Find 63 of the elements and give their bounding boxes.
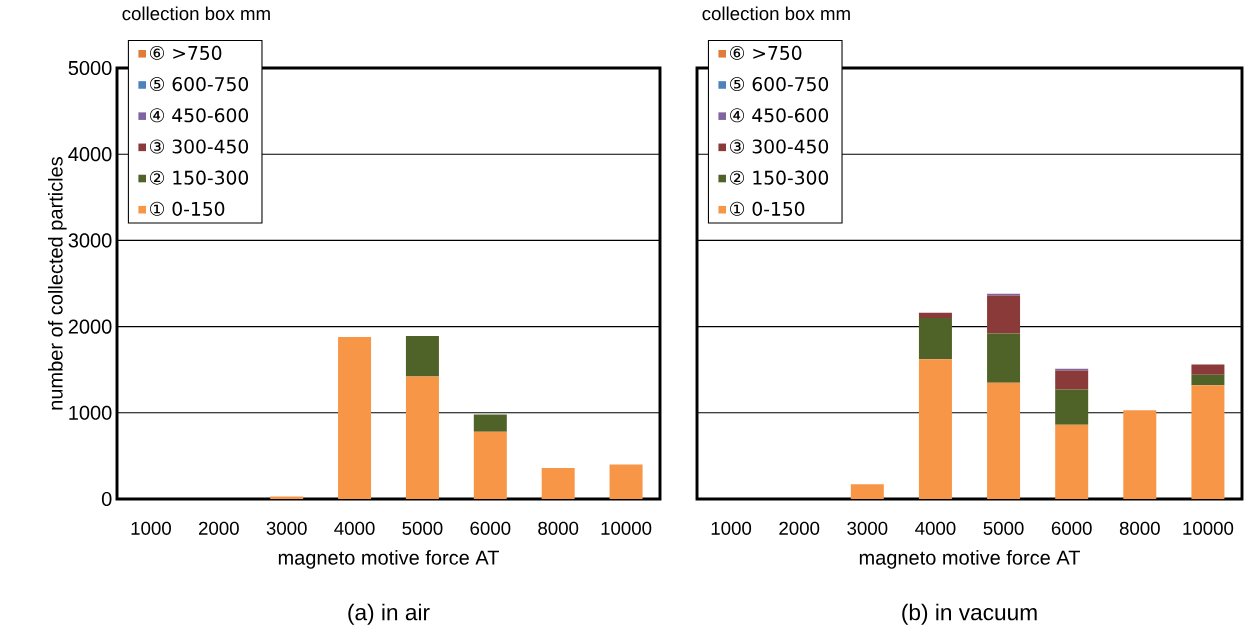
bar — [918, 312, 952, 318]
bar — [473, 431, 507, 499]
legend-label: ② 150-300 — [150, 170, 249, 185]
legend-label: ④ 450-600 — [150, 108, 249, 123]
y-tick-label: 5000 — [68, 60, 112, 76]
text: (a) in air — [348, 603, 430, 625]
legend-label: ⑤ 600-750 — [730, 77, 829, 92]
legend-title: collection box mm — [122, 6, 270, 21]
x-tick-label: 1000 — [131, 521, 171, 535]
bar — [1055, 389, 1089, 425]
bar — [1191, 374, 1225, 386]
x-tick-label: 2000 — [198, 521, 239, 535]
legend-title: collection box mm — [702, 6, 850, 21]
y-axis-title: number of collected particles — [48, 157, 67, 410]
bar — [405, 336, 439, 377]
x-tick-label: 6000 — [470, 521, 511, 535]
x-axis-title: magneto motive force AT — [859, 550, 1080, 569]
bar — [987, 333, 1021, 383]
x-tick-label: 1000 — [711, 521, 752, 535]
bar — [987, 382, 1021, 499]
legend-label: ③ 300-450 — [150, 139, 249, 154]
bar — [1191, 385, 1225, 499]
x-tick-label: 4000 — [334, 521, 375, 535]
legend-label: ⑤ 600-750 — [150, 77, 249, 92]
y-tick-label: 4000 — [68, 147, 112, 162]
bar — [918, 359, 952, 499]
bar — [987, 295, 1021, 334]
bar — [405, 376, 439, 499]
y-tick-label: 1000 — [69, 405, 112, 420]
text: (b) in vacuum — [902, 603, 1037, 625]
y-tick-label: 2000 — [68, 319, 112, 334]
x-tick-label: 3000 — [266, 521, 307, 535]
legend-label: ① 0-150 — [150, 201, 225, 216]
x-tick-label: 2000 — [779, 521, 820, 535]
x-tick-label: 5000 — [402, 521, 443, 535]
y-tick-label: 0 — [101, 491, 112, 507]
x-tick-label: 6000 — [1051, 521, 1092, 535]
x-axis-title: magneto motive force AT — [278, 550, 499, 569]
legend-label: ① 0-150 — [730, 201, 805, 216]
x-tick-label: 3000 — [847, 521, 888, 535]
legend-label: ② 150-300 — [730, 170, 829, 185]
x-tick-label: 8000 — [538, 521, 579, 535]
bar — [918, 317, 952, 360]
x-tick-label: 10000 — [1183, 521, 1234, 535]
bar — [338, 336, 372, 499]
legend-label: ⑥ >750 — [730, 45, 802, 60]
bar — [541, 467, 575, 499]
x-tick-label: 10000 — [601, 521, 652, 535]
bar — [609, 464, 643, 499]
bar — [1055, 370, 1089, 390]
y-tick-label: 3000 — [68, 233, 112, 248]
legend-label: ④ 450-600 — [730, 108, 829, 123]
bar — [473, 414, 507, 432]
x-tick-label: 4000 — [915, 521, 956, 535]
bar — [270, 496, 304, 499]
bar — [1123, 410, 1157, 499]
x-tick-label: 5000 — [983, 521, 1024, 535]
legend-label: ③ 300-450 — [730, 139, 829, 154]
x-tick-label: 8000 — [1119, 521, 1160, 535]
legend-label: ⑥ >750 — [150, 45, 222, 60]
bar — [1191, 364, 1225, 375]
bar — [1055, 424, 1089, 499]
bar — [850, 484, 884, 499]
